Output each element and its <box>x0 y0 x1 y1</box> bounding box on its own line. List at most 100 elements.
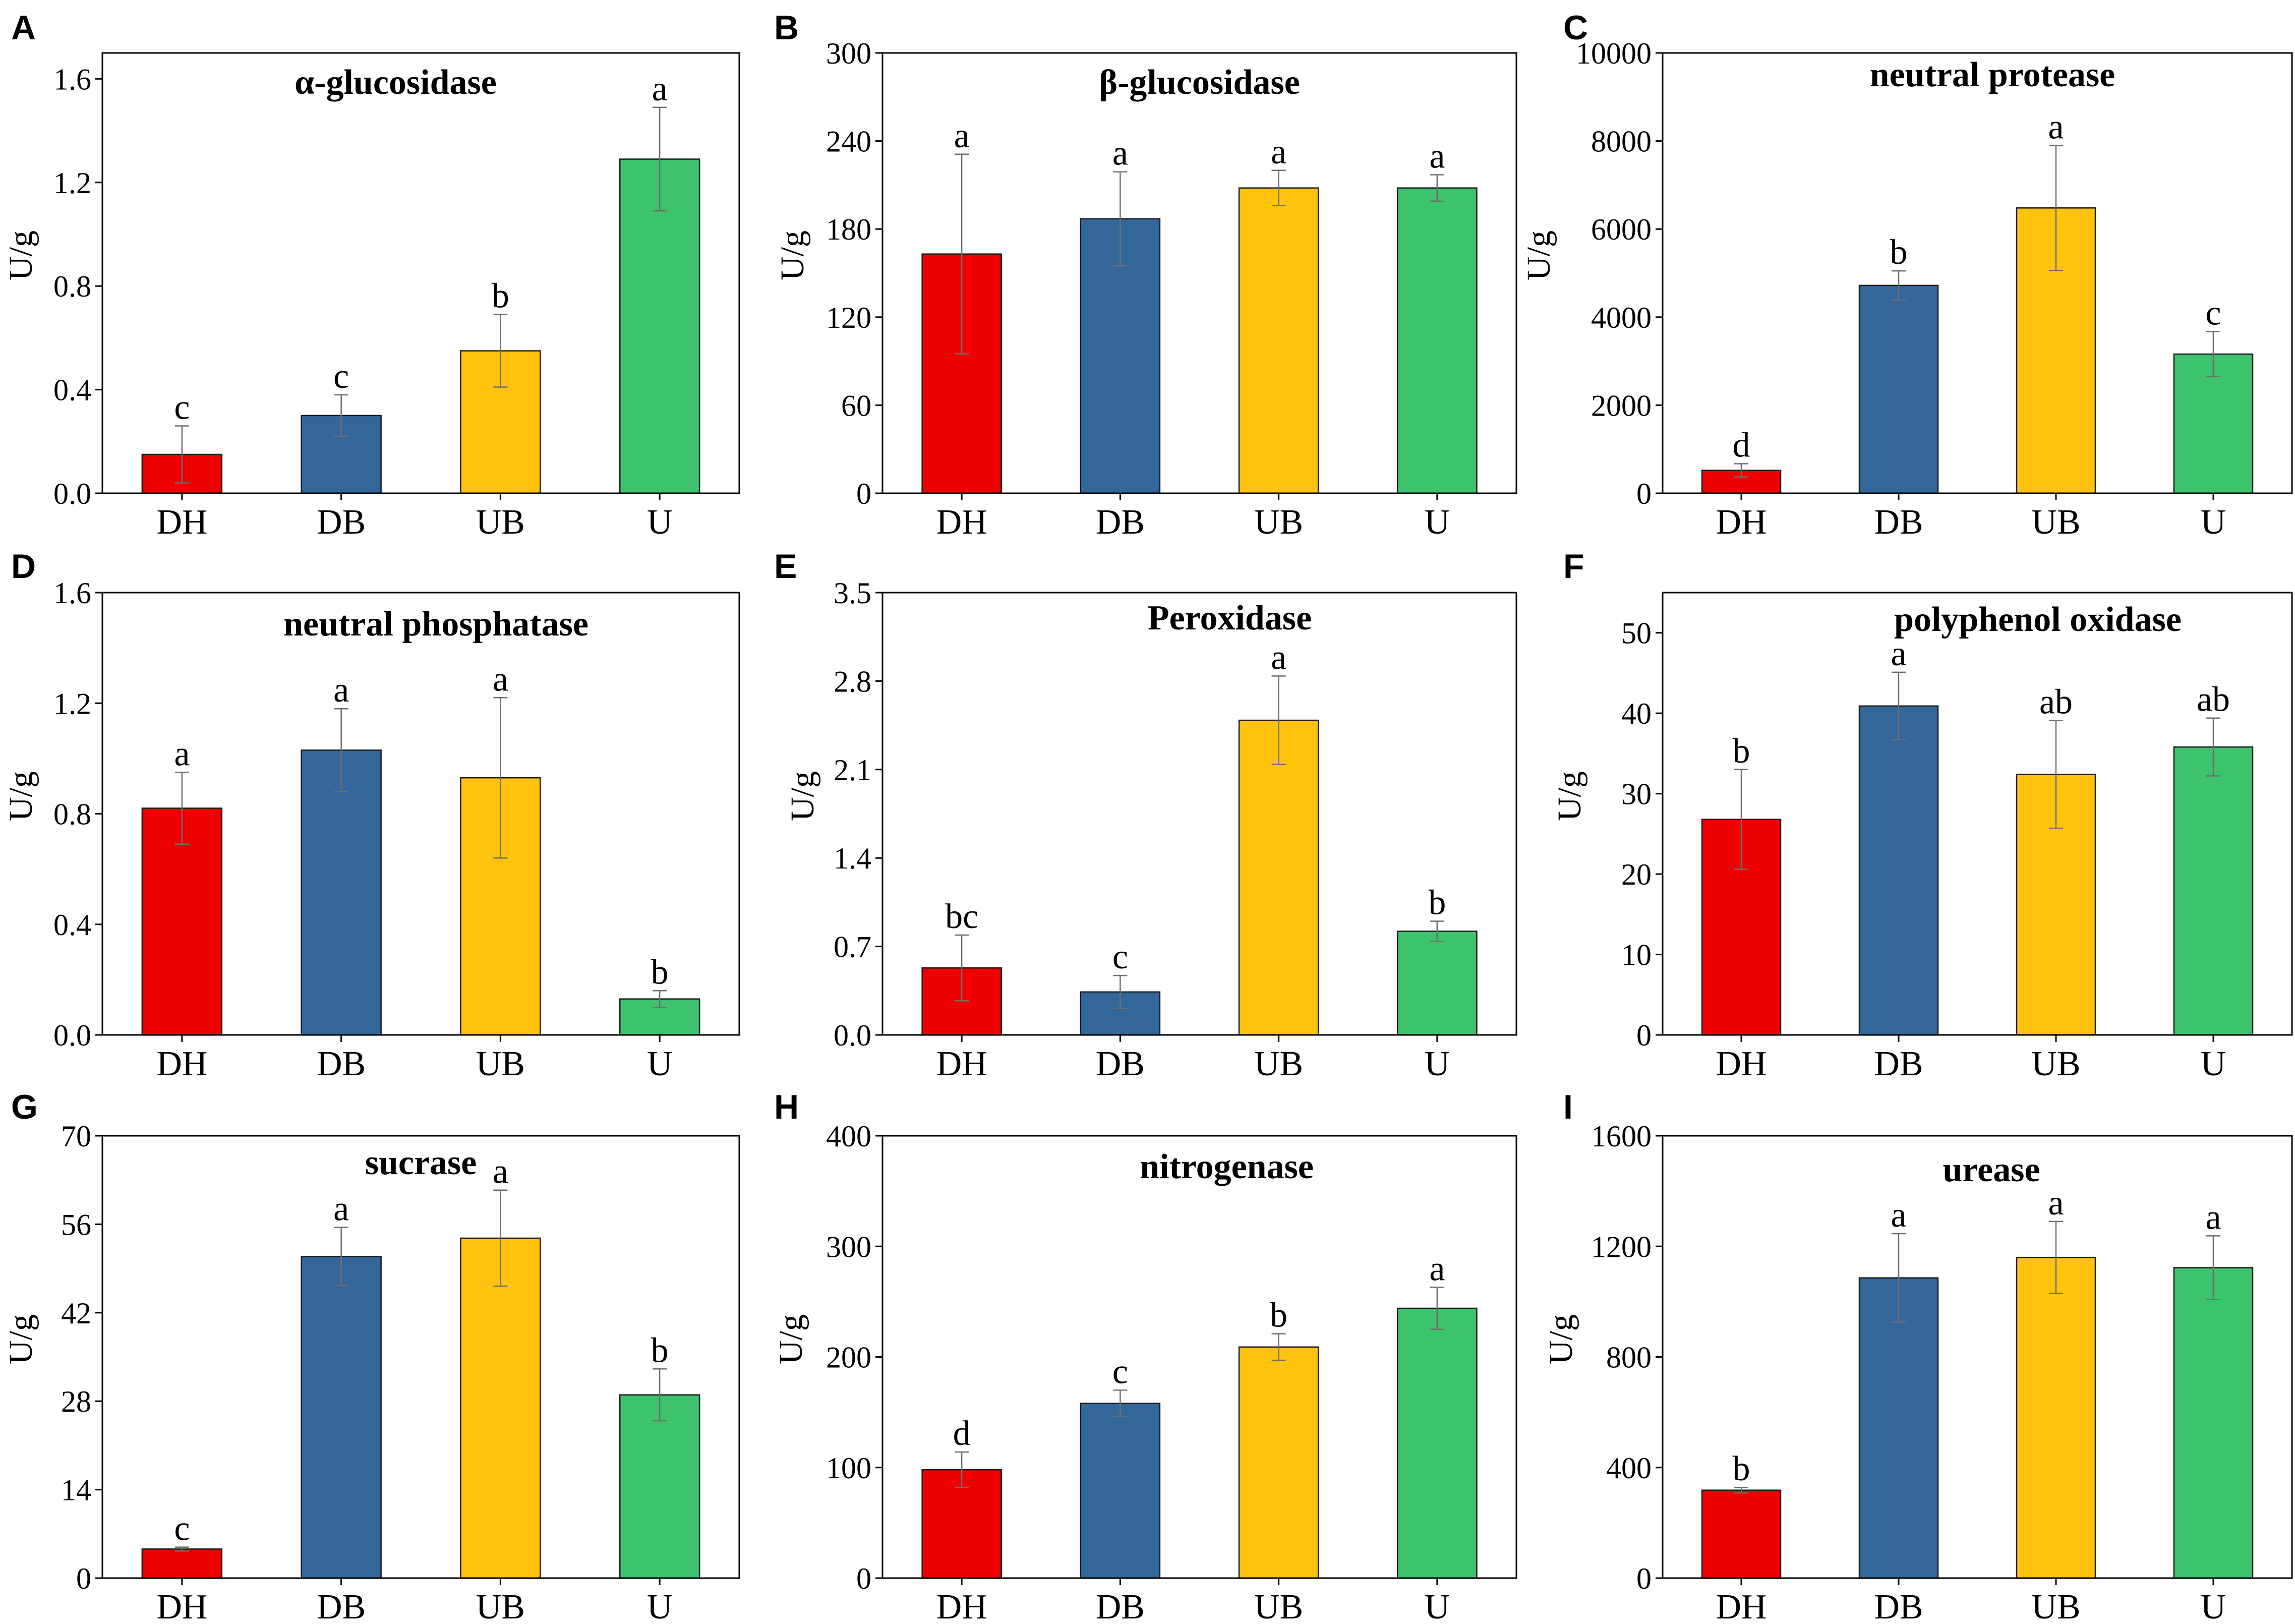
significance-letter-u: b <box>651 1331 669 1370</box>
bar-db <box>301 1256 382 1579</box>
error-bar-ub <box>1271 169 1286 206</box>
y-tick-label: 8000 <box>1591 125 1652 158</box>
error-bar-db <box>1113 1389 1128 1418</box>
error-bar-dh <box>1734 769 1748 870</box>
significance-letter-ub: ab <box>2039 683 2073 722</box>
significance-letter-u: a <box>1429 1249 1445 1288</box>
y-tick-label: 0 <box>1636 1019 1652 1052</box>
y-tick-label: 30 <box>1621 778 1652 811</box>
significance-letter-dh: d <box>1733 426 1750 465</box>
y-tick-label: 10 <box>1621 939 1652 972</box>
y-tick-label: 800 <box>1606 1341 1652 1374</box>
significance-letter-dh: d <box>953 1414 971 1453</box>
significance-letter-u: b <box>1428 884 1446 922</box>
error-bar-u <box>1430 174 1444 202</box>
y-tick-label: 42 <box>61 1297 91 1330</box>
panel-letter: A <box>11 9 36 47</box>
bar-u <box>1397 1307 1478 1579</box>
y-tick-label: 1600 <box>1591 1120 1652 1153</box>
y-axis-label: U/g <box>1520 230 1557 280</box>
y-tick-label: 0.0 <box>53 477 91 510</box>
panel-c: Cd b a c 0 2000 4000 6000 8000 10000 DH DB UB Uneutra… <box>1520 9 2293 542</box>
y-axis-label: U/g <box>773 1314 809 1364</box>
bar-db <box>1858 705 1939 1036</box>
panel-letter: E <box>774 547 797 586</box>
y-tick-label: 14 <box>61 1474 91 1507</box>
significance-letter-dh: c <box>174 388 190 427</box>
y-tick-label: 0 <box>856 1562 871 1595</box>
chart-title: sucrase <box>365 1143 477 1182</box>
panel-e: Ebc c a b 0.0 0.7 1.4 2.1 2.8 3.5 DH DB UB U Peroxidas… <box>774 547 1517 1083</box>
y-axis-label: U/g <box>1543 1314 1579 1364</box>
x-tick-label-db: DB <box>1874 1045 1923 1083</box>
y-tick-label: 0.0 <box>53 1019 91 1052</box>
panel-b: Ba a a a 0 60 120 180 240 300 DH DB UB Uβ-glucosidase… <box>774 9 1517 542</box>
error-bar-db <box>1892 270 1906 301</box>
x-tick-label-dh: DH <box>936 503 987 542</box>
error-bar-u <box>1430 1287 1444 1330</box>
x-tick-label-ub: UB <box>2031 1588 2080 1624</box>
bar-db <box>301 749 382 1036</box>
panel-a: Ac c b a 0.0 0.4 0.8 1.2 1.6 DH DB UB Uα-glucosidase… <box>3 9 740 542</box>
x-tick-label-dh: DH <box>156 503 207 542</box>
y-tick-label: 0.8 <box>53 798 91 831</box>
y-tick-label: 28 <box>61 1385 91 1418</box>
error-bar-db <box>334 1227 348 1287</box>
x-tick-label-u: U <box>1425 503 1450 542</box>
error-bar-dh <box>1734 463 1748 478</box>
chart-title: nitrogenase <box>1140 1147 1314 1186</box>
x-tick-label-ub: UB <box>476 1045 525 1083</box>
y-axis-label: U/g <box>784 771 821 821</box>
y-tick-label: 100 <box>826 1452 871 1485</box>
x-tick-label-ub: UB <box>1254 1045 1303 1083</box>
error-bar-db <box>1113 974 1128 1009</box>
x-tick-label-ub: UB <box>1254 503 1303 542</box>
error-bar-dh <box>174 1546 189 1552</box>
error-bar-ub <box>1271 1333 1286 1361</box>
y-tick-label: 0 <box>1636 1562 1652 1595</box>
x-tick-label-u: U <box>647 503 673 542</box>
plot-frame <box>101 52 740 494</box>
significance-letter-dh: a <box>174 734 190 773</box>
chart-title: neutral protease <box>1870 55 2115 94</box>
x-tick-label-dh: DH <box>936 1045 987 1083</box>
error-bar-u <box>2206 717 2220 777</box>
y-tick-label: 0.0 <box>834 1019 871 1052</box>
y-tick-label: 40 <box>1621 697 1652 730</box>
error-bar-ub <box>493 1189 508 1287</box>
bar-ub <box>460 1237 541 1579</box>
y-tick-label: 50 <box>1621 617 1652 650</box>
significance-letter-ub: a <box>493 660 508 699</box>
error-bar-db <box>1892 1233 1906 1323</box>
plot-frame <box>881 592 1517 1036</box>
error-bar-ub <box>2049 145 2063 271</box>
chart-title: neutral phosphatase <box>283 605 589 644</box>
significance-letter-db: a <box>1112 134 1128 173</box>
y-tick-label: 60 <box>841 389 871 422</box>
significance-letter-u: a <box>652 70 668 108</box>
error-bar-ub <box>1271 675 1286 766</box>
significance-letter-u: c <box>2205 294 2221 333</box>
bar-u <box>2173 1267 2254 1579</box>
panel-letter: I <box>1563 1088 1573 1126</box>
y-axis-label: U/g <box>3 230 39 280</box>
x-tick-label-db: DB <box>317 503 366 542</box>
significance-letter-ub: a <box>2048 1184 2064 1223</box>
x-tick-label-dh: DH <box>1716 1588 1767 1624</box>
y-tick-label: 0.7 <box>834 931 871 964</box>
y-tick-label: 0 <box>76 1562 91 1595</box>
x-tick-label-db: DB <box>317 1045 366 1083</box>
error-bar-u <box>653 1368 667 1422</box>
chart-title: α-glucosidase <box>295 63 497 102</box>
y-tick-label: 1.6 <box>53 63 91 96</box>
panel-letter: G <box>11 1088 38 1126</box>
x-tick-label-ub: UB <box>1254 1588 1303 1624</box>
y-axis-label: U/g <box>3 771 39 821</box>
y-axis-label: U/g <box>774 230 811 280</box>
error-bar-ub <box>493 697 508 859</box>
x-tick-label-u: U <box>2201 1045 2226 1083</box>
